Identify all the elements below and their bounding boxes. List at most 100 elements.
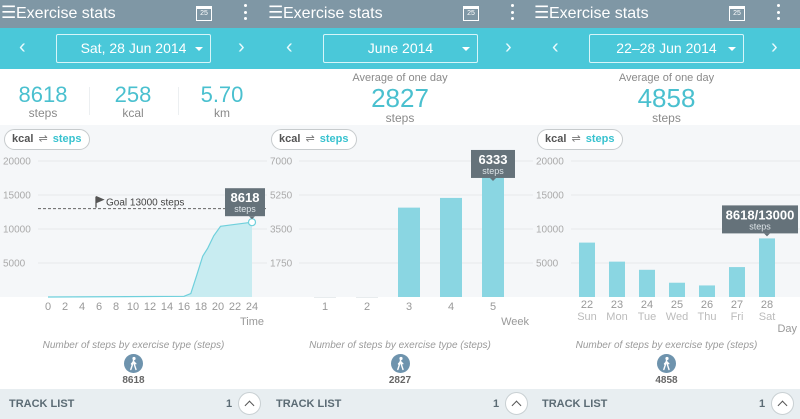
bar [440,197,462,297]
bar [356,297,378,298]
average-summary: Average of one day 4858 steps [533,69,800,125]
x-tick-label: 26 [701,299,713,311]
calendar-icon[interactable]: 25 [196,6,212,21]
average-summary: Average of one day 2827 steps [267,69,533,125]
bar [729,267,745,297]
dropdown-icon [728,47,736,51]
walking-icon [657,354,676,373]
y-tick-label: 20000 [3,157,31,168]
flag-icon [95,196,105,208]
more-options-icon[interactable] [777,4,781,24]
app-title: Exercise stats [16,5,116,22]
tooltip-pointer [249,216,255,220]
more-options-icon[interactable] [244,4,248,24]
menu-icon[interactable]: ☰ [268,3,284,22]
unit-toggle-button[interactable]: kcal ⇌ steps [271,129,357,150]
app-bar: ☰ Exercise stats 25 [0,0,267,28]
x-tick-label: 28 [761,299,773,311]
tooltip-value: 6333 [479,152,508,167]
x-tick-label: 10 [127,301,139,313]
track-list-bar[interactable]: TRACK LIST 1 [267,389,533,419]
next-date-button[interactable]: › [238,36,245,58]
x-axis-band [0,297,267,335]
area-line [47,221,253,298]
date-selector[interactable]: June 2014 [323,34,478,63]
x-tick-label: 5 [490,301,496,313]
toggle-kcal: kcal [12,133,34,145]
unit-toggle-button[interactable]: kcal ⇌ steps [537,129,623,150]
toggle-steps: steps [52,133,82,145]
y-tick-label: 1750 [270,259,293,270]
toggle-kcal: kcal [545,133,567,145]
x-tick-label: 23 [611,299,623,311]
tooltip-pointer [490,177,496,181]
x-tick-label: 14 [161,301,173,313]
x-tick-label: 2 [62,301,68,313]
average-unit: steps [385,111,415,125]
next-date-button[interactable]: › [505,36,512,58]
y-tick-label: 7000 [270,157,293,168]
divider [89,87,90,115]
toggle-steps: steps [319,133,349,145]
goal-label: Goal 13000 steps [106,198,184,209]
x-tick-label: 22 [581,299,593,311]
y-tick-label: 10000 [536,225,564,236]
tooltip-box [471,149,515,178]
next-date-button[interactable]: › [771,36,778,58]
divider [178,87,179,115]
stat-unit: kcal [122,106,144,120]
previous-date-button[interactable]: ‹ [19,36,26,58]
panel-week: ☰ Exercise stats 25 ‹ 22–28 Jun 2014 › A… [533,0,800,419]
track-list-count: 1 [226,398,233,410]
chart-area: kcal ⇌ steps [0,125,267,298]
track-list-bar[interactable]: TRACK LIST 1 [0,389,267,419]
calendar-icon[interactable]: 25 [729,6,745,21]
tooltip-value: 8618/13000 [726,207,795,222]
menu-icon[interactable]: ☰ [534,3,550,22]
x-tick-label: 20 [212,301,224,313]
bar [609,261,625,297]
walking-steps-value: 8618 [122,375,145,386]
chevron-up-icon[interactable] [771,392,794,415]
x-tick-sublabel: Fri [731,311,744,323]
x-tick-sublabel: Tue [638,311,657,323]
previous-date-button[interactable]: ‹ [552,36,559,58]
x-tick-sublabel: Mon [606,311,627,323]
x-tick-sublabel: Thu [698,311,717,323]
date-label: 22–28 Jun 2014 [616,40,717,56]
average-value: 4858 [637,83,696,113]
swap-icon: ⇌ [38,133,48,145]
chevron-up-icon[interactable] [505,392,528,415]
unit-toggle-button[interactable]: kcal ⇌ steps [4,129,90,150]
average-unit: steps [652,111,681,125]
menu-icon[interactable]: ☰ [1,3,17,22]
stat-value: 8618 [18,82,68,107]
x-axis-label: Day [777,323,797,335]
stat-km: 5.70 km [187,83,257,120]
x-tick-label: 18 [195,301,207,313]
date-selector[interactable]: 22–28 Jun 2014 [589,34,744,63]
x-tick-label: 6 [96,301,102,313]
previous-date-button[interactable]: ‹ [286,36,293,58]
calendar-icon[interactable]: 25 [463,6,479,21]
tooltip-box [225,188,265,217]
toggle-kcal: kcal [279,133,301,145]
track-list-bar[interactable]: TRACK LIST 1 [533,389,800,419]
app-title: Exercise stats [283,5,383,22]
bar [482,173,504,297]
tooltip-value: 8618 [231,190,260,205]
date-label: Sat, 28 Jun 2014 [80,40,187,56]
y-tick-label: 15000 [536,191,564,202]
date-bar: ‹ June 2014 › [267,28,533,69]
toggle-steps: steps [585,133,615,145]
stat-steps: 8618 steps [8,83,78,120]
x-axis-band [533,297,800,335]
date-selector[interactable]: Sat, 28 Jun 2014 [56,34,211,63]
bar [314,297,336,298]
tooltip-unit: steps [482,166,504,176]
track-list-count: 1 [759,398,766,410]
more-options-icon[interactable] [511,4,515,24]
x-tick-label: 2 [364,301,370,313]
chevron-up-icon[interactable] [238,392,261,415]
walking-steps-value: 4858 [655,375,678,386]
